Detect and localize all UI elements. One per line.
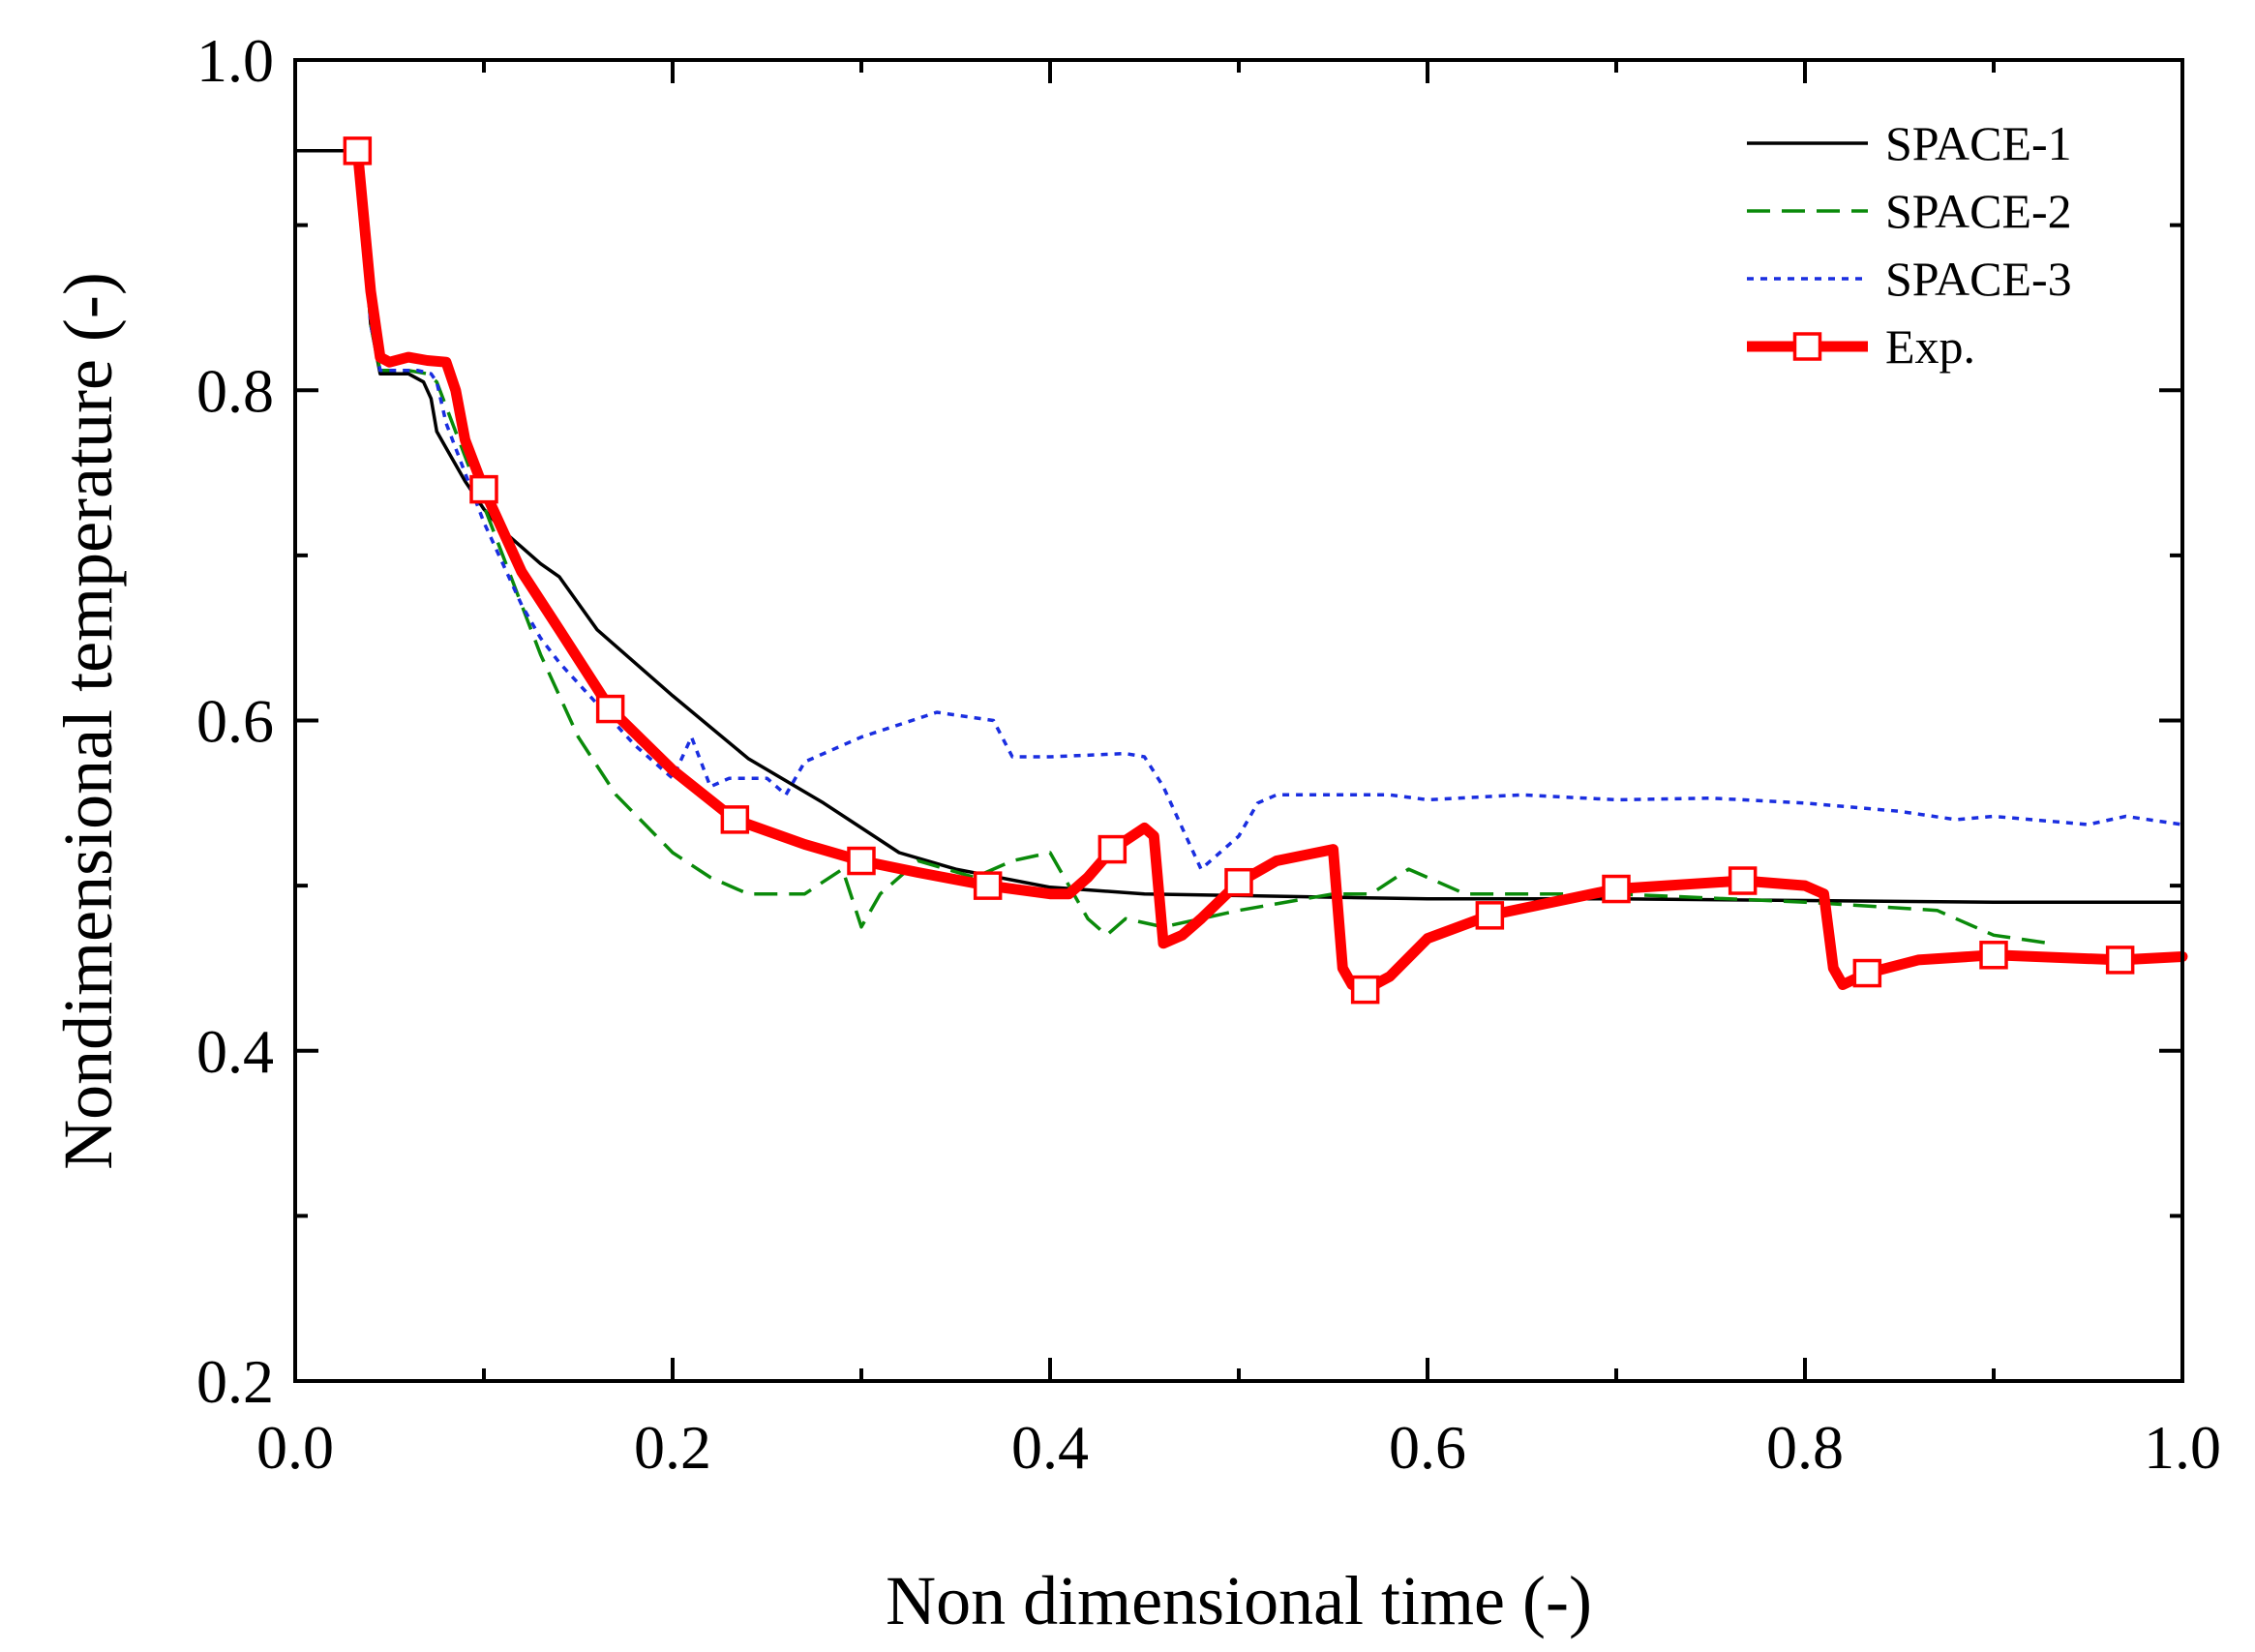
exp-data-point bbox=[720, 805, 750, 834]
exp-data-point bbox=[1602, 874, 1631, 904]
y-tick-label: 0.4 bbox=[196, 1017, 274, 1086]
x-tick-label: 0.4 bbox=[1011, 1413, 1089, 1482]
y-tick-label: 1.0 bbox=[196, 26, 274, 95]
legend: SPACE-1 SPACE-2 SPACE-3 Exp. bbox=[1747, 116, 2072, 374]
ticks-layer: 0.0 0.2 0.4 0.6 0.8 1.00.20.40.60.81.0 bbox=[196, 26, 2221, 1482]
exp-data-point bbox=[2105, 946, 2135, 975]
legend-label: SPACE-3 bbox=[1885, 252, 2072, 306]
series-line-space-2 bbox=[355, 150, 2051, 946]
legend-label: Exp. bbox=[1885, 319, 1975, 374]
exp-data-point bbox=[1852, 958, 1882, 988]
exp-data-point bbox=[595, 694, 625, 724]
exp-data-point bbox=[1475, 901, 1505, 930]
x-tick-label: 0.0 bbox=[256, 1413, 334, 1482]
exp-data-point bbox=[847, 846, 876, 876]
plot-layer bbox=[293, 136, 2188, 1005]
exp-data-point bbox=[1224, 867, 1253, 897]
series-line-space-3 bbox=[355, 150, 2183, 871]
y-tick-label: 0.8 bbox=[196, 356, 274, 425]
exp-data-point bbox=[1097, 834, 1128, 864]
x-tick-label: 0.8 bbox=[1766, 1413, 1844, 1482]
x-tick-label: 1.0 bbox=[2144, 1413, 2221, 1482]
exp-data-point bbox=[973, 871, 1003, 900]
exp-data-point bbox=[1350, 975, 1380, 1005]
legend-label: SPACE-2 bbox=[1885, 184, 2072, 238]
y-tick-label: 0.6 bbox=[196, 687, 274, 756]
legend-marker bbox=[1792, 332, 1822, 361]
x-tick-label: 0.6 bbox=[1389, 1413, 1466, 1482]
x-axis-title: Non dimensional time (-) bbox=[886, 1562, 1592, 1639]
series-line-exp bbox=[351, 145, 2188, 996]
x-tick-label: 0.2 bbox=[634, 1413, 711, 1482]
y-tick-label: 0.2 bbox=[196, 1347, 274, 1416]
exp-data-point bbox=[1979, 941, 2008, 970]
legend-label: SPACE-1 bbox=[1885, 116, 2072, 170]
y-axis-title: Nondimensional temperature (-) bbox=[49, 272, 127, 1170]
exp-data-point bbox=[343, 136, 373, 165]
exp-data-point bbox=[1728, 866, 1758, 895]
exp-data-point bbox=[469, 474, 498, 504]
